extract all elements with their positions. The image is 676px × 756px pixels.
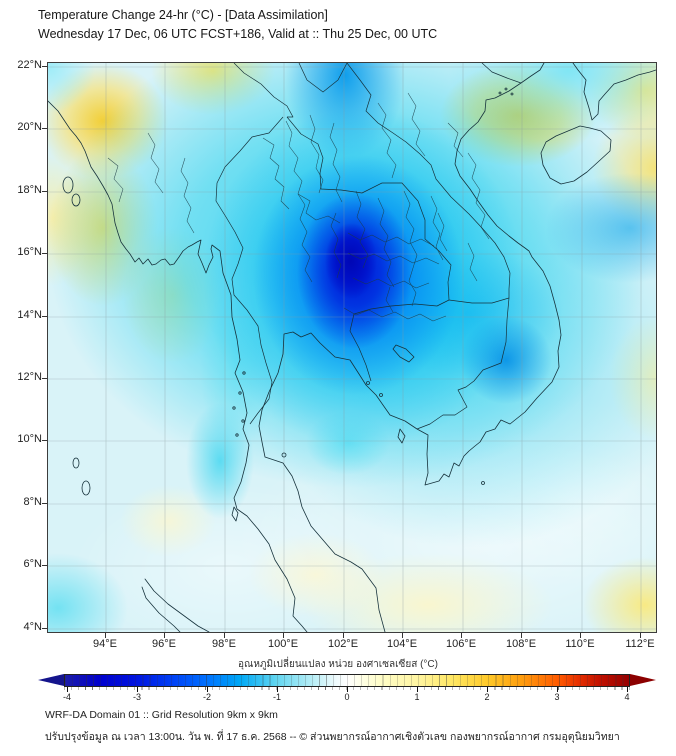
colorbar-tick-label: 0 [344,692,350,702]
colorbar-tick-label: -2 [202,692,211,702]
lat-tick [42,628,47,629]
lon-tick [402,633,403,638]
lon-tick [105,633,106,638]
lat-label: 6°N [23,558,42,570]
lon-label: 102°E [327,638,359,650]
lat-tick [42,128,47,129]
colorbar-tick-label: 1 [414,692,420,702]
colorbar-left-arrow [38,674,64,686]
lat-label: 4°N [23,621,42,633]
agency-credit: ปรับปรุงข้อมูล ณ เวลา 13:00น. วัน พ. ที่… [45,731,620,743]
colorbar-label: อุณหภูมิเปลี่ยนแปลง หน่วย องศาเซลเซียส (… [238,659,438,670]
colorbar-tick [487,687,488,692]
graticule-grid [48,63,656,632]
lat-label: 12°N [17,371,42,383]
lat-label: 18°N [17,184,42,196]
lat-label: 10°N [17,433,42,445]
lat-label: 8°N [23,496,42,508]
lon-label: 108°E [505,638,537,650]
colorbar-tick-label: 4 [624,692,630,702]
colorbar-tick-label: -4 [62,692,71,702]
lon-tick [283,633,284,638]
province-borders [107,92,490,322]
coastlines [48,63,656,632]
colorbar-tick [627,687,628,692]
lat-label: 14°N [17,309,42,321]
temperature-field [48,63,656,632]
lon-label: 96°E [152,638,176,650]
lon-label: 104°E [386,638,418,650]
lon-tick [343,633,344,638]
page-title: Temperature Change 24-hr (°C) - [Data As… [38,8,328,22]
lat-label: 22°N [17,59,42,71]
lat-tick [42,440,47,441]
colorbar-right-arrow [630,674,656,686]
lon-tick [224,633,225,638]
model-info: WRF-DA Domain 01 :: Grid Resolution 9km … [45,709,278,721]
page-subtitle: Wednesday 17 Dec, 06 UTC FCST+186, Valid… [38,27,438,41]
colorbar-tick-label: -1 [272,692,281,702]
lat-label: 16°N [17,246,42,258]
colorbar-tick-label: 2 [484,692,490,702]
lat-tick [42,191,47,192]
lat-tick [42,316,47,317]
lat-label: 20°N [17,121,42,133]
colorbar [64,674,630,687]
lon-label: 106°E [445,638,477,650]
lon-label: 94°E [93,638,117,650]
colorbar-tick [277,687,278,692]
colorbar-tick [347,687,348,692]
colorbar-tick [137,687,138,692]
colorbar-tick [207,687,208,692]
lat-tick [42,378,47,379]
lon-label: 100°E [267,638,299,650]
lat-tick [42,253,47,254]
lat-tick [42,66,47,67]
lon-label: 98°E [212,638,236,650]
lat-tick [42,503,47,504]
lon-label: 112°E [625,638,655,650]
colorbar-tick [417,687,418,692]
colorbar-tick-label: -3 [132,692,141,702]
lat-tick [42,565,47,566]
map-plot-area [47,62,657,633]
lon-tick [640,633,641,638]
colorbar-tick [67,687,68,692]
colorbar-tick-label: 3 [554,692,560,702]
lon-tick [521,633,522,638]
lon-tick [461,633,462,638]
lon-tick [164,633,165,638]
lon-tick [580,633,581,638]
geography-overlay [48,63,656,632]
colorbar-tick [557,687,558,692]
country-borders [215,63,522,430]
lon-label: 110°E [565,638,595,650]
